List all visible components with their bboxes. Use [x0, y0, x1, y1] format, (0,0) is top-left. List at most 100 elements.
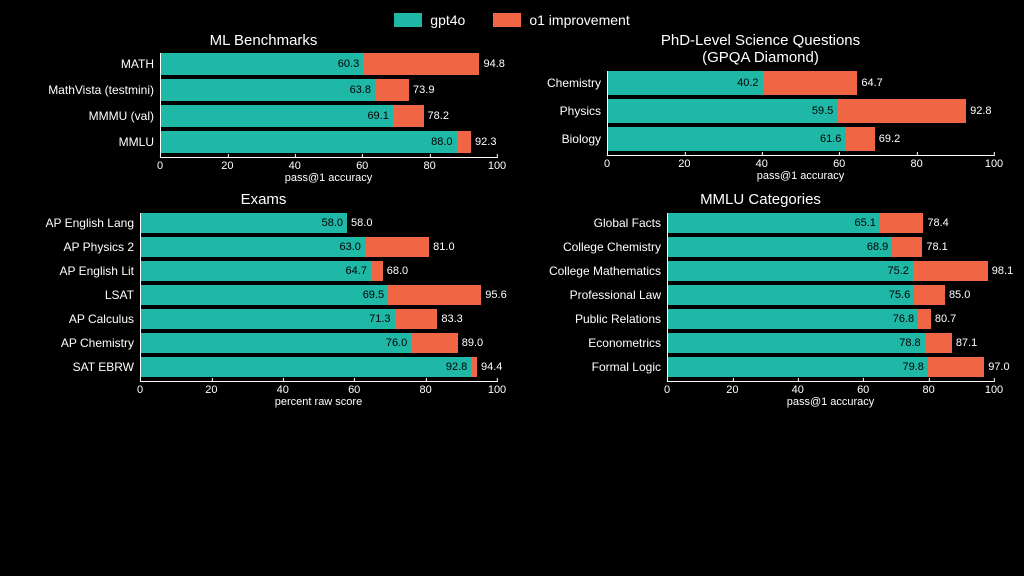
bar-row: College Chemistry68.9 78.1: [527, 237, 994, 257]
bar-improvement: [411, 333, 457, 353]
category-label: College Mathematics: [527, 264, 667, 278]
x-axis-label: pass@1 accuracy: [607, 170, 994, 182]
value-total: 94.4: [477, 357, 502, 377]
axis-tick: 100: [488, 382, 506, 396]
axis-tick: 100: [985, 382, 1003, 396]
bar-row: Public Relations76.880.7: [527, 309, 994, 329]
category-label: AP Chemistry: [30, 336, 140, 350]
y-axis-line: [140, 213, 141, 381]
chart-area: MATH60.394.8MathVista (testmini)63.873.9…: [30, 53, 497, 183]
axis-tick: 20: [678, 156, 690, 170]
bar-zone: 68.9 78.1: [667, 237, 994, 257]
value-total: 97.0: [984, 357, 1009, 377]
value-total: 81.0: [429, 237, 454, 257]
bar-row: AP English Lit64.768.0: [30, 261, 497, 281]
axis-tick: 0: [664, 382, 670, 396]
bar-zone: 58.058.0: [140, 213, 497, 233]
bar-improvement: [388, 285, 481, 305]
category-label: AP English Lit: [30, 264, 140, 278]
bar-zone: 59.5 92.8: [607, 99, 994, 123]
chart-area: Global Facts65.178.4College Chemistry68.…: [527, 213, 994, 407]
value-total: 69.2: [875, 127, 900, 151]
bar-zone: 78.887.1: [667, 333, 994, 353]
bar-zone: 71.383.3: [140, 309, 497, 329]
value-base: 69.5: [140, 285, 388, 305]
value-total: 78.1: [922, 237, 947, 257]
chart-panel: MMLU CategoriesGlobal Facts65.178.4Colle…: [527, 191, 994, 406]
value-total: 95.6: [481, 285, 506, 305]
axis-tick: 40: [277, 382, 289, 396]
bar-row: MMLU88.092.3: [30, 131, 497, 153]
value-base: 75.6: [667, 285, 914, 305]
value-base: 75.2: [667, 261, 913, 281]
chart-grid: ML BenchmarksMATH60.394.8MathVista (test…: [0, 32, 1024, 417]
y-axis-line: [667, 213, 668, 381]
axis-ticks: 020406080100pass@1 accuracy: [607, 155, 994, 181]
bar-row: MathVista (testmini)63.873.9: [30, 79, 497, 101]
axis-tick: 40: [289, 158, 301, 172]
axis-tick: 40: [792, 382, 804, 396]
category-label: MMMU (val): [30, 109, 160, 123]
axis-tick: 0: [137, 382, 143, 396]
axis-tick: 0: [157, 158, 163, 172]
category-label: College Chemistry: [527, 240, 667, 254]
bar-zone: 76.089.0: [140, 333, 497, 353]
panel-title: PhD-Level Science Questions(GPQA Diamond…: [527, 32, 994, 67]
bar-zone: 63.873.9: [160, 79, 497, 101]
bar-improvement: [845, 127, 874, 151]
bar-improvement: [837, 99, 966, 123]
bar-row: AP Chemistry76.089.0: [30, 333, 497, 353]
chart-area: Chemistry40.264.7 Physics59.5 92.8 Biology 6…: [527, 71, 994, 181]
value-total: 98.1: [988, 261, 1013, 281]
value-base: 59.5: [607, 99, 837, 123]
bar-row: MATH60.394.8: [30, 53, 497, 75]
category-label: AP English Lang: [30, 216, 140, 230]
category-label: Biology: [527, 132, 607, 146]
axis-tick: 20: [726, 382, 738, 396]
chart-panel: ExamsAP English Lang58.058.0AP Physics 2…: [30, 191, 497, 406]
value-total: 68.0: [383, 261, 408, 281]
bar-zone: 75.298.1: [667, 261, 994, 281]
bar-improvement: [928, 357, 984, 377]
axis-tick: 20: [205, 382, 217, 396]
axis-ticks: 020406080100percent raw score: [140, 381, 497, 407]
bar-row: College Mathematics75.298.1: [527, 261, 994, 281]
axis-tick: 20: [221, 158, 233, 172]
value-total: 64.7: [857, 71, 882, 95]
legend-item-gpt4o: gpt4o: [394, 12, 465, 28]
value-total: 94.8: [479, 53, 504, 75]
value-base: 88.0: [160, 131, 457, 153]
bar-row: Professional Law75.685.0: [527, 285, 994, 305]
value-base: 68.9: [667, 237, 892, 257]
category-label: AP Calculus: [30, 312, 140, 326]
bar-zone: 40.264.7: [607, 71, 994, 95]
bar-improvement: [913, 261, 988, 281]
bar-improvement: [880, 213, 923, 233]
x-axis: 020406080100percent raw score: [30, 381, 497, 407]
axis-tick: 60: [833, 156, 845, 170]
bar-improvement: [763, 71, 858, 95]
value-total: 87.1: [952, 333, 977, 353]
axis-tick: 80: [922, 382, 934, 396]
bar-zone: 60.394.8: [160, 53, 497, 75]
value-base: 71.3: [140, 309, 395, 329]
bar-improvement: [375, 79, 409, 101]
bar-row: Chemistry40.264.7: [527, 71, 994, 95]
bar-row: SAT EBRW92.894.4: [30, 357, 497, 377]
value-total: 92.8: [966, 99, 991, 123]
category-label: SAT EBRW: [30, 360, 140, 374]
legend-swatch-2: [493, 13, 521, 27]
value-base: 76.8: [667, 309, 918, 329]
value-base: 58.0: [140, 213, 347, 233]
category-label: Physics: [527, 104, 607, 118]
category-label: MathVista (testmini): [30, 83, 160, 97]
bar-zone: 69.178.2: [160, 105, 497, 127]
bar-zone: 63.081.0: [140, 237, 497, 257]
legend-swatch-1: [394, 13, 422, 27]
value-base: 76.0: [140, 333, 411, 353]
category-label: MATH: [30, 57, 160, 71]
bar-improvement: [457, 131, 471, 153]
value-total: 85.0: [945, 285, 970, 305]
category-label: Econometrics: [527, 336, 667, 350]
bar-row: AP Physics 263.081.0: [30, 237, 497, 257]
